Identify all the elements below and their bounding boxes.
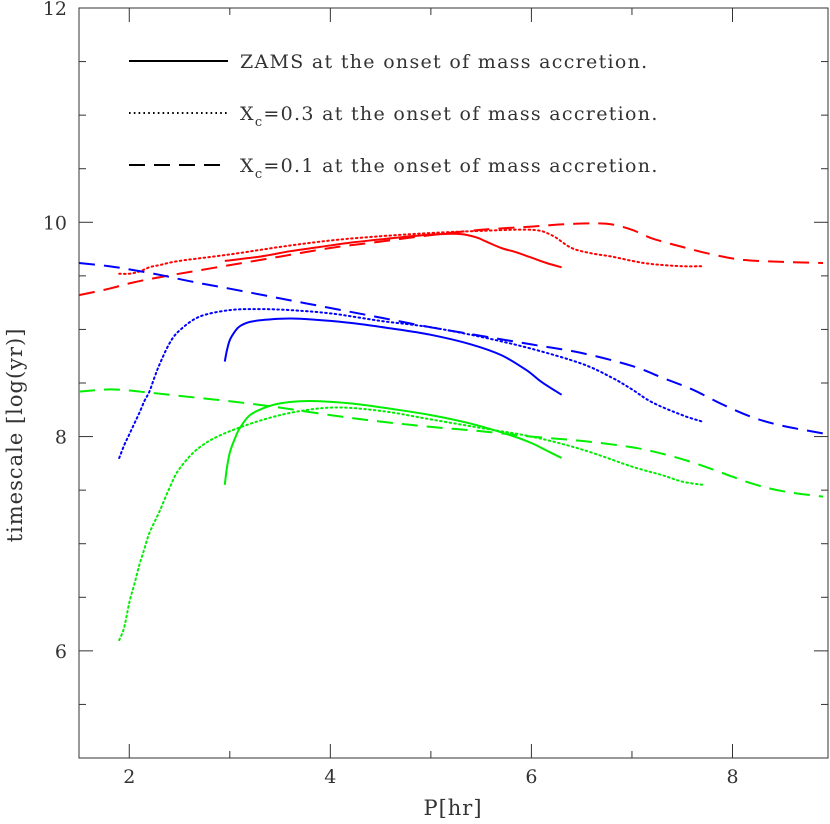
x-tick-label: 2 [123,766,135,788]
y-tick-label: 8 [55,427,67,449]
green-dotted-curve [118,406,704,642]
x-axis-label: P[hr] [423,796,482,820]
red-solid-curve [224,232,562,269]
data-curves [78,222,824,642]
legend-text-suffix: =0.1 at the onset of mass accretion. [263,155,658,177]
green-dashed-curve [78,388,824,498]
green-solid-curve [223,399,563,485]
legend-text-main: X [240,155,255,177]
legend-text-suffix: =0.3 at the onset of mass accretion. [263,103,658,125]
x-tick-label: 4 [324,766,336,788]
axis-tick-labels: 2 4 6 8 6 8 10 12 [43,0,739,788]
legend-text-main: ZAMS at the onset of mass accretion. [240,51,649,73]
y-axis-label: timescale [log(yr)] [3,328,27,543]
axis-ticks [79,7,828,758]
blue-dashed-curve [78,262,824,435]
red-dotted-curve [118,228,704,275]
y-tick-label: 12 [43,0,67,20]
blue-dotted-curve [118,308,704,459]
legend-text-main: X [240,103,255,125]
y-tick-label: 6 [55,641,67,663]
legend-label-solid: ZAMS at the onset of mass accretion. [240,51,649,73]
x-tick-label: 8 [726,766,738,788]
legend: ZAMS at the onset of mass accretion.Xc=0… [129,51,659,182]
red-dashed-curve [78,222,824,297]
x-tick-label: 6 [525,766,537,788]
legend-text-subscript: c [255,115,264,130]
legend-text-subscript: c [255,167,264,182]
blue-solid-curve [223,317,563,396]
legend-label-dotted: Xc=0.3 at the onset of mass accretion. [240,103,659,130]
y-tick-label: 10 [43,212,67,234]
legend-label-dashed: Xc=0.1 at the onset of mass accretion. [240,155,659,182]
